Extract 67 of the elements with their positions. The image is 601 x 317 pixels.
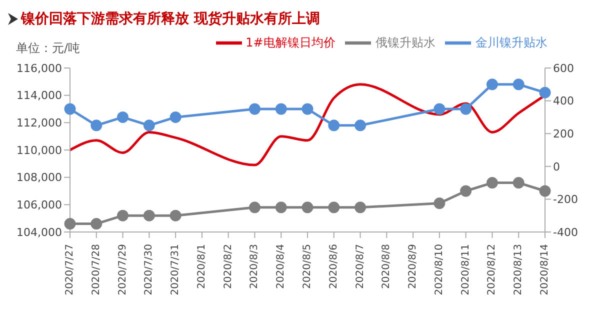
x-tick-label: 2020/8/8 <box>381 244 392 289</box>
x-tick-label: 2020/8/9 <box>408 244 419 289</box>
x-tick-label: 2020/8/5 <box>302 244 313 289</box>
point <box>248 202 260 214</box>
y2-tick-label: 0 <box>553 160 560 174</box>
x-tick-label: 2020/8/11 <box>460 244 472 296</box>
point <box>64 218 76 230</box>
y-tick-label: 112,000 <box>16 116 62 130</box>
y2-tick-label: 600 <box>553 62 574 75</box>
point <box>354 120 366 132</box>
point <box>117 111 129 123</box>
x-tick-label: 2020/7/28 <box>90 244 102 296</box>
legend-label: 俄镍升贴水 <box>375 35 436 50</box>
point <box>117 210 129 222</box>
point <box>275 202 287 214</box>
point <box>328 202 340 214</box>
x-tick-label: 2020/8/12 <box>486 244 498 296</box>
legend-label: 金川镍升贴水 <box>475 35 548 50</box>
y-tick-label: 116,000 <box>16 62 62 75</box>
x-tick-label: 2020/8/1 <box>196 244 208 289</box>
point <box>90 218 102 230</box>
x-tick-label: 2020/8/7 <box>354 244 366 289</box>
point <box>170 111 182 123</box>
point <box>512 177 524 189</box>
x-tick-label: 2020/8/13 <box>513 244 524 296</box>
point <box>434 198 446 210</box>
point <box>539 185 551 197</box>
point <box>248 103 260 115</box>
point <box>90 120 102 132</box>
point <box>275 103 287 115</box>
point <box>460 103 472 115</box>
x-tick-label: 2020/8/2 <box>222 244 234 289</box>
point <box>302 202 314 214</box>
point <box>64 103 76 115</box>
point <box>460 185 472 197</box>
x-tick-label: 2020/8/3 <box>249 244 260 289</box>
y-tick-label: 108,000 <box>16 171 62 184</box>
y-tick-label: 114,000 <box>16 89 62 102</box>
point <box>143 120 155 132</box>
x-tick-label: 2020/8/14 <box>540 244 550 296</box>
x-tick-label: 2020/7/31 <box>170 244 182 296</box>
x-tick-label: 2020/7/30 <box>144 244 155 296</box>
x-tick-label: 2020/8/10 <box>434 244 445 296</box>
y2-tick-label: -400 <box>553 226 578 239</box>
point <box>170 210 182 222</box>
point <box>328 120 340 132</box>
y-tick-label: 106,000 <box>16 198 62 212</box>
x-tick-label: 2020/7/29 <box>117 244 128 296</box>
x-tick-label: 2020/7/27 <box>64 244 76 296</box>
y-tick-label: 104,000 <box>16 226 62 239</box>
point <box>302 103 314 115</box>
x-tick-label: 2020/8/6 <box>328 244 340 289</box>
point <box>143 210 155 222</box>
y2-tick-label: 400 <box>553 94 574 108</box>
chart-title: 镍价回落下游需求有所释放 现货升贴水有所上调 <box>21 10 320 28</box>
point <box>539 86 551 98</box>
point <box>486 177 498 189</box>
y-tick-label: 110,000 <box>16 144 62 157</box>
point <box>434 103 446 115</box>
x-tick-label: 2020/8/4 <box>276 244 287 289</box>
y2-tick-label: 200 <box>553 128 574 141</box>
y2-tick-label: -200 <box>553 193 578 206</box>
point <box>512 78 524 90</box>
point <box>354 202 366 214</box>
y-axis-title: 单位：元/吨 <box>16 40 80 57</box>
point <box>486 78 498 90</box>
legend-label: 1#电解镍日均价 <box>246 35 336 50</box>
